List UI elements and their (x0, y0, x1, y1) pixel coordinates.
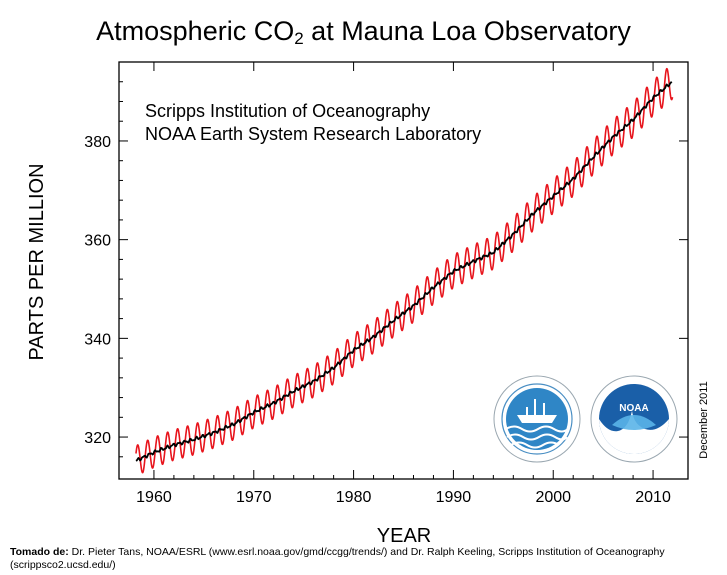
co2-chart: 1960 1970 1980 1990 2000 2010 320 340 360 380 Scr… (26, 61, 710, 545)
axis-ticks (119, 62, 688, 479)
annotation-line2: NOAA Earth System Research Laboratory (145, 124, 481, 144)
y-tick-label: 320 (84, 430, 111, 447)
trend-series-line (135, 81, 673, 462)
monthly-series-line (135, 67, 674, 474)
credit-label: Tomado de: (10, 546, 69, 558)
x-tick-label: 1990 (436, 489, 472, 506)
x-tick-label: 2000 (535, 489, 571, 506)
date-stamp: December 2011 (698, 381, 710, 458)
y-tick-label: 360 (84, 233, 111, 250)
chart-title: Atmospheric CO2 at Mauna Loa Observatory (0, 16, 727, 49)
x-tick-label: 2010 (635, 489, 671, 506)
noaa-logo: NOAA (590, 375, 678, 463)
series-layer (135, 67, 674, 474)
title-text: Atmospheric CO (96, 16, 295, 46)
title-suffix: at Mauna Loa Observatory (303, 16, 631, 46)
x-tick-label: 1980 (336, 489, 372, 506)
y-tick-label: 340 (84, 331, 111, 348)
x-axis-label: YEAR (377, 525, 431, 545)
plot-frame (118, 61, 689, 480)
scripps-logo (493, 375, 581, 463)
title-subscript: 2 (294, 29, 304, 48)
svg-text:NOAA: NOAA (619, 403, 648, 414)
y-axis-label: PARTS PER MILLION (26, 163, 48, 360)
x-tick-label: 1960 (136, 489, 172, 506)
credit-text: Dr. Pieter Tans, NOAA/ESRL (www.esrl.noa… (10, 546, 665, 571)
x-tick-label: 1970 (236, 489, 272, 506)
source-credit: Tomado de: Dr. Pieter Tans, NOAA/ESRL (w… (10, 546, 720, 572)
y-tick-label: 380 (84, 134, 111, 151)
tick-labels: 1960 1970 1980 1990 2000 2010 320 340 360 380 (84, 134, 671, 506)
annotation-line1: Scripps Institution of Oceanography (145, 101, 430, 121)
